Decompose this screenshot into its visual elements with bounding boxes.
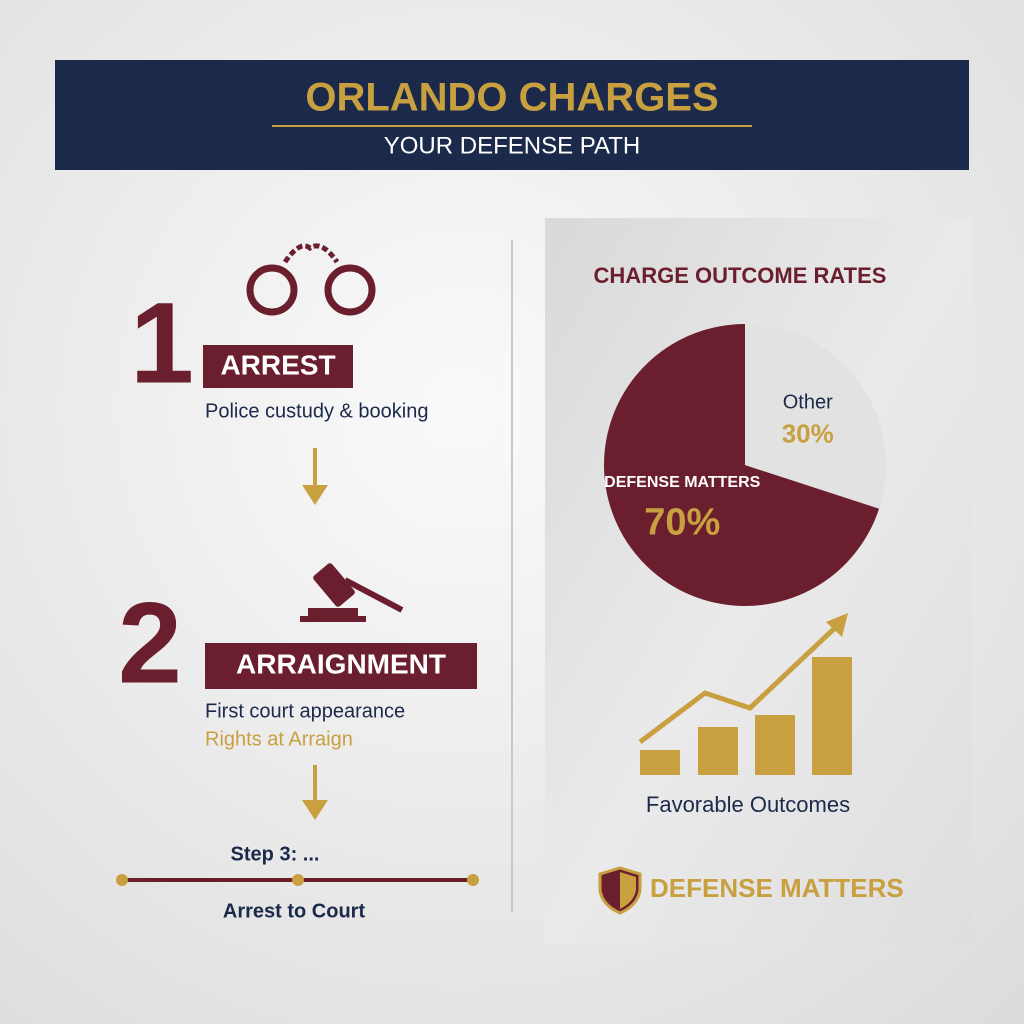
down-arrow: [302, 448, 328, 505]
step-label: ARREST: [220, 349, 335, 380]
chart-title: CHARGE OUTCOME RATES: [594, 263, 887, 288]
header-subtitle: YOUR DEFENSE PATH: [384, 132, 640, 159]
pie-slice: [604, 324, 880, 606]
pie-slice: [745, 324, 887, 509]
step-label-box: [205, 643, 477, 689]
timeline: [116, 874, 479, 886]
favorable-caption: Favorable Outcomes: [646, 792, 850, 817]
slice-value: 70%: [644, 502, 720, 544]
header-title: ORLANDO CHARGES: [305, 76, 718, 120]
down-arrow: [302, 765, 328, 820]
next-step: Step 3: ...: [231, 843, 320, 865]
step-note: Rights at Arraign: [205, 728, 353, 750]
shield-icon: [598, 866, 642, 915]
step-label-box: [203, 345, 353, 388]
timeline-label: Arrest to Court: [223, 900, 366, 922]
step-description: First court appearance: [205, 700, 405, 722]
step-description: Police custudy & booking: [205, 400, 428, 422]
slice-value: 30%: [782, 418, 834, 448]
step-number: 1: [130, 279, 194, 407]
pie-chart: DEFENSE MATTERS 70% Other 30%: [604, 324, 887, 606]
slice-label: Other: [783, 392, 833, 414]
handcuffs-icon: [246, 243, 376, 316]
step-label: ARRAIGNMENT: [236, 648, 446, 679]
growth-icon: [638, 613, 852, 775]
gavel-icon: [300, 563, 404, 622]
slice-label: DEFENSE MATTERS: [604, 474, 760, 491]
step-number: 2: [118, 579, 182, 707]
header-bar: [55, 60, 969, 170]
badge: DEFENSE MATTERS: [650, 873, 904, 903]
